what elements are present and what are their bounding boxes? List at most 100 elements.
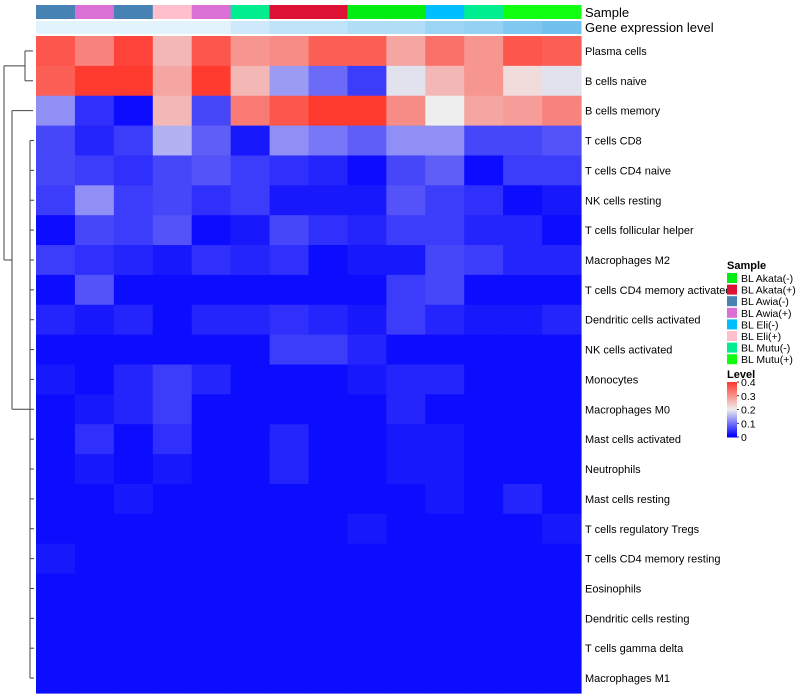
row-label: T cells CD8 <box>585 136 642 148</box>
heatmap-cell <box>113 155 154 186</box>
legend-level-gradient-step <box>727 416 737 419</box>
heatmap-cell <box>425 603 465 634</box>
legend-entry-label: BL Awia(+) <box>741 308 792 320</box>
heatmap-cell <box>464 394 504 425</box>
legend-level-gradient-step <box>727 404 737 406</box>
heatmap-cell <box>152 215 193 246</box>
heatmap-cell <box>347 483 387 515</box>
heatmap-cell <box>503 95 543 127</box>
heatmap-cell <box>386 633 426 664</box>
heatmap-cell <box>152 663 193 694</box>
heatmap-cell <box>113 125 154 157</box>
heatmap-cell <box>503 483 543 515</box>
heatmap-cell <box>191 215 232 246</box>
heatmap-cell <box>74 155 115 186</box>
row-label: Eosinophils <box>585 583 642 595</box>
heatmap-cell <box>113 573 154 605</box>
heatmap-cell <box>74 454 115 485</box>
heatmap-cell <box>230 36 271 67</box>
heatmap-cell <box>230 274 271 306</box>
heatmap-cell <box>152 274 193 306</box>
heatmap-cell <box>191 394 232 425</box>
legend-swatch <box>727 307 737 318</box>
heatmap-cell <box>386 394 426 425</box>
heatmap-cell <box>425 633 465 664</box>
heatmap-cell <box>191 513 232 545</box>
legend-swatch <box>727 319 737 330</box>
legend-swatch <box>727 354 737 365</box>
heatmap-cell <box>230 65 271 97</box>
heatmap-cell <box>269 215 310 246</box>
heatmap-cell <box>191 95 232 127</box>
heatmap-cell <box>152 334 193 366</box>
heatmap-cell <box>503 304 543 336</box>
heatmap-cell <box>269 454 310 485</box>
heatmap-cell <box>542 454 582 485</box>
heatmap-cell <box>191 424 232 455</box>
legend-level-gradient-step <box>727 388 737 391</box>
heatmap-cell <box>113 304 154 336</box>
heatmap-cell <box>36 65 76 97</box>
heatmap-cell <box>230 155 271 186</box>
heatmap-cell <box>308 483 349 515</box>
heatmap-cell <box>503 155 543 186</box>
legend-level-gradient-step <box>727 417 737 420</box>
heatmap-cell <box>542 573 582 605</box>
heatmap-cell <box>425 663 465 694</box>
heatmap-cell <box>308 245 349 276</box>
heatmap-cell <box>191 185 232 216</box>
heatmap-cell <box>113 245 154 276</box>
heatmap-cell <box>269 245 310 276</box>
heatmap-cell <box>113 394 154 425</box>
heatmap-cell <box>386 215 426 246</box>
sample-annotation-cell <box>386 5 426 19</box>
legend-level-gradient-step <box>727 426 737 428</box>
heatmap-cell <box>503 364 543 395</box>
legend-sample-title: Sample <box>727 260 766 272</box>
legend-level-gradient-step <box>727 398 737 401</box>
legend-level-gradient-step <box>727 386 737 388</box>
row-label: T cells CD4 naive <box>585 165 671 177</box>
heatmap-cell <box>308 304 349 336</box>
heatmap-cell <box>36 543 76 575</box>
legend-level-gradient-step <box>727 420 737 423</box>
heatmap-cell <box>386 603 426 634</box>
heatmap-cell <box>269 95 310 127</box>
legend-entry-label: BL Eli(-) <box>741 319 779 331</box>
heatmap-cell <box>503 543 543 575</box>
legend-level-gradient-step <box>727 402 737 405</box>
heatmap-cell <box>191 543 232 575</box>
heatmap-cell <box>347 185 387 216</box>
sample-annotation-cell <box>74 5 115 19</box>
heatmap-cell <box>464 483 504 515</box>
gene-expression-annotation-cell <box>503 21 543 34</box>
heatmap-cell <box>347 543 387 575</box>
heatmap-cell <box>308 543 349 575</box>
row-label: NK cells activated <box>585 345 672 357</box>
heatmap-cell <box>425 543 465 575</box>
heatmap-cell <box>347 513 387 545</box>
gene-expression-annotation-cell <box>386 21 426 34</box>
heatmap-cell <box>191 36 232 67</box>
legend-swatch <box>727 331 737 341</box>
heatmap-cell <box>36 633 76 664</box>
heatmap-cell <box>542 483 582 515</box>
heatmap-cell <box>347 155 387 186</box>
heatmap-cell <box>36 245 76 276</box>
legend-entry-label: BL Mutu(-) <box>741 343 790 355</box>
heatmap-cell <box>503 633 543 664</box>
heatmap-cell <box>425 125 465 157</box>
heatmap-cell <box>386 274 426 306</box>
row-label: Macrophages M1 <box>585 673 670 685</box>
heatmap-cell <box>503 663 543 694</box>
heatmap-cell <box>464 125 504 157</box>
heatmap-cell <box>74 304 115 336</box>
heatmap-cell <box>74 245 115 276</box>
heatmap-cell <box>503 513 543 545</box>
row-label: T cells follicular helper <box>585 225 694 237</box>
heatmap-cell <box>425 424 465 455</box>
legend-level-tick-label: 0.1 <box>741 418 756 430</box>
heatmap-cell <box>542 155 582 186</box>
heatmap-cell <box>230 454 271 485</box>
